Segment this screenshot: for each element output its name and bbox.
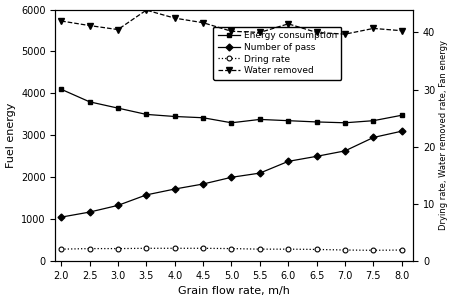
Number of pass [399, 129, 405, 133]
Energy consumption [399, 114, 405, 117]
Number of pass [229, 175, 234, 179]
Line: Number of pass: Number of pass [59, 129, 404, 220]
Energy consumption [59, 87, 64, 91]
Dring rate [229, 247, 234, 250]
Dring rate [371, 249, 376, 252]
Line: Water removed: Water removed [58, 7, 405, 37]
Energy consumption [286, 119, 291, 123]
Number of pass [200, 182, 206, 186]
Water removed [286, 22, 291, 26]
Energy consumption [87, 100, 92, 104]
Dring rate [172, 246, 178, 250]
Water removed [399, 29, 405, 33]
Energy consumption [172, 115, 178, 118]
Water removed [115, 28, 121, 31]
Legend: Energy consumption, Number of pass, Dring rate, Water removed: Energy consumption, Number of pass, Drin… [213, 27, 341, 80]
Energy consumption [200, 116, 206, 120]
Water removed [229, 30, 234, 33]
Water removed [371, 27, 376, 30]
Water removed [59, 19, 64, 23]
Energy consumption [143, 113, 149, 116]
Y-axis label: Fuel energy: Fuel energy [5, 103, 15, 168]
Number of pass [286, 159, 291, 163]
Energy consumption [342, 121, 348, 125]
Number of pass [314, 155, 319, 158]
Water removed [87, 24, 92, 27]
Number of pass [87, 210, 92, 214]
Line: Energy consumption: Energy consumption [59, 87, 404, 125]
Y-axis label: Drying rate, Water removed rate, Fan energy: Drying rate, Water removed rate, Fan ene… [439, 40, 449, 230]
Energy consumption [314, 120, 319, 124]
Water removed [172, 16, 178, 20]
Energy consumption [257, 117, 262, 121]
Dring rate [200, 246, 206, 250]
Water removed [143, 8, 149, 12]
Number of pass [342, 149, 348, 153]
Energy consumption [115, 106, 121, 110]
Dring rate [115, 247, 121, 250]
Water removed [200, 21, 206, 24]
Dring rate [286, 247, 291, 251]
Line: Dring rate: Dring rate [59, 246, 404, 253]
Dring rate [59, 247, 64, 251]
Dring rate [257, 247, 262, 251]
Water removed [342, 32, 348, 36]
Dring rate [399, 248, 405, 252]
Number of pass [115, 204, 121, 207]
Energy consumption [371, 119, 376, 123]
Number of pass [59, 215, 64, 219]
Dring rate [87, 247, 92, 250]
Number of pass [172, 187, 178, 191]
Dring rate [342, 248, 348, 252]
X-axis label: Grain flow rate, m/h: Grain flow rate, m/h [178, 286, 290, 297]
Water removed [257, 31, 262, 34]
Number of pass [257, 171, 262, 175]
Dring rate [143, 246, 149, 250]
Dring rate [314, 248, 319, 251]
Number of pass [371, 136, 376, 139]
Water removed [314, 31, 319, 34]
Number of pass [143, 193, 149, 197]
Energy consumption [229, 121, 234, 125]
